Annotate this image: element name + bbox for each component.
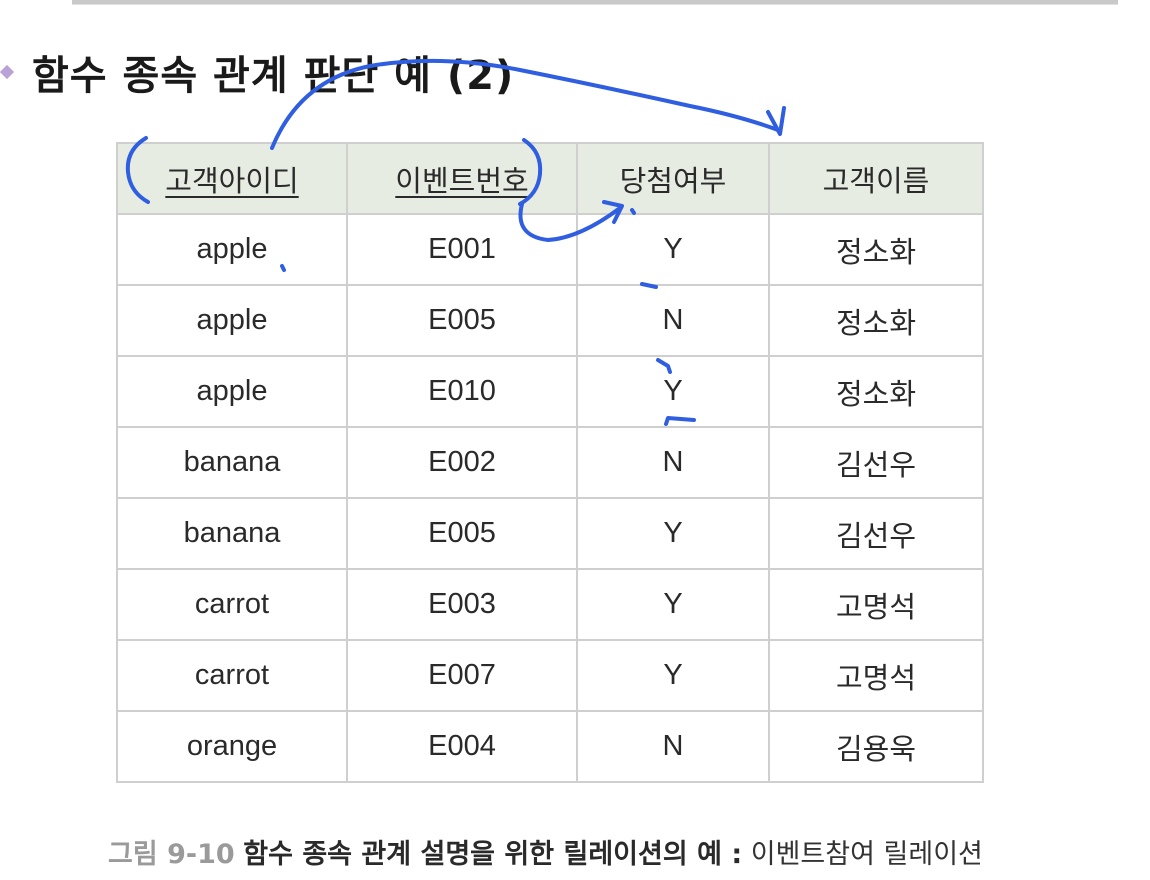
event-participation-table: 고객아이디 이벤트번호 당첨여부 고객이름 apple E001 Y 정소화 a… — [116, 142, 984, 783]
table-row: apple E005 N 정소화 — [116, 284, 984, 357]
cell-event-number: E001 — [346, 213, 578, 286]
cell-event-number: E010 — [346, 355, 578, 428]
cell-win-status: Y — [576, 213, 770, 286]
cell-customer-name: 김선우 — [768, 497, 984, 570]
diamond-bullet-icon — [0, 64, 15, 80]
table-header-row: 고객아이디 이벤트번호 당첨여부 고객이름 — [116, 142, 984, 215]
cell-win-status: N — [576, 710, 770, 783]
cell-event-number: E002 — [346, 426, 578, 499]
header-customer-id: 고객아이디 — [116, 142, 348, 215]
cell-customer-id: banana — [116, 497, 348, 570]
cell-event-number: E005 — [346, 284, 578, 357]
cell-win-status: Y — [576, 355, 770, 428]
figure-caption: 그림 9-10 함수 종속 관계 설명을 위한 릴레이션의 예 : 이벤트참여 … — [108, 832, 983, 871]
cell-customer-name: 정소화 — [768, 284, 984, 357]
cell-customer-name: 정소화 — [768, 355, 984, 428]
cell-customer-id: apple — [116, 213, 348, 286]
cell-win-status: Y — [576, 497, 770, 570]
cell-customer-id: banana — [116, 426, 348, 499]
cell-customer-name: 김선우 — [768, 426, 984, 499]
cell-customer-id: carrot — [116, 568, 348, 641]
header-win-status: 당첨여부 — [576, 142, 770, 215]
cell-customer-name: 정소화 — [768, 213, 984, 286]
table-row: apple E001 Y 정소화 — [116, 213, 984, 286]
cell-event-number: E003 — [346, 568, 578, 641]
table-row: banana E002 N 김선우 — [116, 426, 984, 499]
top-divider — [72, 0, 1118, 5]
cell-win-status: N — [576, 284, 770, 357]
slide-title: 함수 종속 관계 판단 예 (2) — [32, 53, 515, 99]
header-customer-name: 고객이름 — [768, 142, 984, 215]
cell-customer-id: carrot — [116, 639, 348, 712]
cell-event-number: E005 — [346, 497, 578, 570]
cell-win-status: N — [576, 426, 770, 499]
cell-customer-id: apple — [116, 284, 348, 357]
table-row: carrot E003 Y 고명석 — [116, 568, 984, 641]
cell-event-number: E007 — [346, 639, 578, 712]
cell-customer-id: apple — [116, 355, 348, 428]
cell-customer-name: 김용욱 — [768, 710, 984, 783]
ink-arrowhead-name — [766, 106, 786, 136]
slide-header: 함수 종속 관계 판단 예 (2) — [0, 42, 514, 102]
caption-plain-text: 이벤트참여 릴레이션 — [750, 839, 983, 870]
table-row: carrot E007 Y 고명석 — [116, 639, 984, 712]
cell-customer-name: 고명석 — [768, 639, 984, 712]
cell-win-status: Y — [576, 639, 770, 712]
cell-customer-name: 고명석 — [768, 568, 984, 641]
table-row: orange E004 N 김용욱 — [116, 710, 984, 783]
cell-win-status: Y — [576, 568, 770, 641]
header-event-number: 이벤트번호 — [346, 142, 578, 215]
cell-customer-id: orange — [116, 710, 348, 783]
figure-label: 그림 9-10 — [108, 839, 235, 870]
cell-event-number: E004 — [346, 710, 578, 783]
table-row: apple E010 Y 정소화 — [116, 355, 984, 428]
table-row: banana E005 Y 김선우 — [116, 497, 984, 570]
caption-bold-text: 함수 종속 관계 설명을 위한 릴레이션의 예 : — [243, 839, 743, 870]
